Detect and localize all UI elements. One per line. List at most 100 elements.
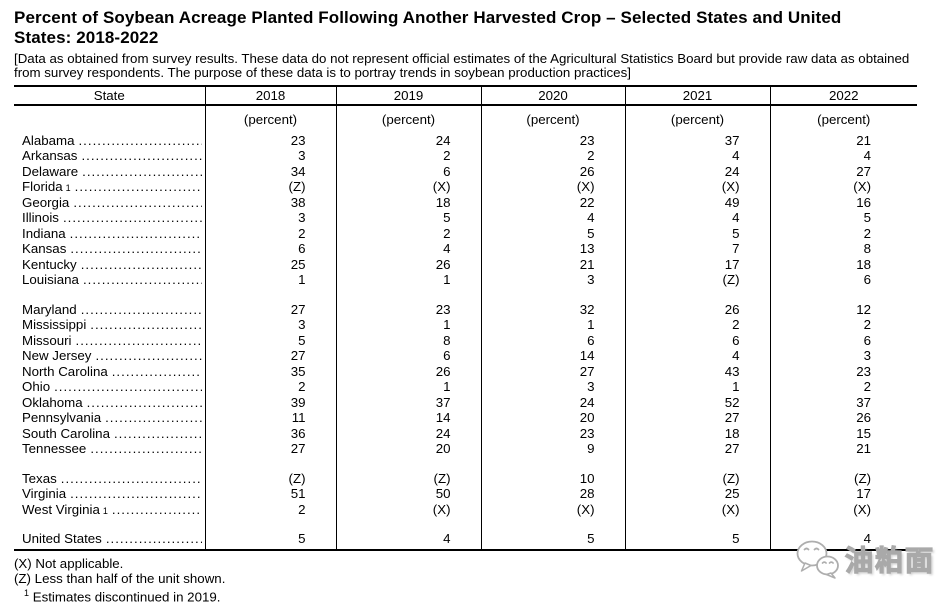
state-name: Louisiana	[22, 272, 79, 288]
value-2022-oklahoma: 37	[856, 394, 871, 410]
value-2019-georgia: 18	[336, 194, 482, 211]
value-2020-south-carolina: 23	[481, 425, 626, 442]
value-2021-pennsylvania: 27	[625, 410, 771, 426]
value-2020-ohio: 3	[481, 379, 626, 395]
state-cell-content: Oklahoma	[14, 395, 205, 411]
value-2021-illinois: 4	[625, 210, 771, 226]
watermark: 油粕面	[795, 539, 935, 579]
value-2018-mississippi: 3	[205, 317, 337, 333]
value-2019-missouri: 8	[336, 332, 482, 349]
spacer-cell	[770, 517, 917, 531]
value-2018-north-carolina: 35	[205, 363, 337, 380]
value-2018-kansas: 6	[205, 241, 337, 257]
value-2021-mississippi: 2	[625, 317, 771, 333]
value-2021-virginia: 25	[625, 486, 771, 502]
column-header-2019: 2019	[336, 85, 482, 106]
footnote: 1 Estimates discontinued in 2019.	[24, 588, 221, 602]
state-cell-content: Indiana	[14, 226, 205, 242]
value-2020-united-states: 5	[481, 531, 626, 550]
state-name: West Virginia	[22, 501, 100, 517]
value-2019-south-carolina: 24	[336, 425, 482, 442]
state-name: Illinois	[22, 210, 59, 226]
value-2021-kansas: 7	[625, 241, 771, 257]
value-2022-kansas: 8	[863, 241, 871, 257]
state-cell: Oklahoma	[14, 394, 206, 411]
state-name: Mississippi	[22, 317, 87, 333]
spacer-cell	[14, 456, 206, 471]
value-2019-louisiana: 1	[336, 272, 482, 288]
state-cell: Maryland	[14, 301, 206, 318]
value-2022-alabama: 21	[856, 132, 871, 148]
value-2021-west-virginia: (X)	[625, 501, 771, 518]
value-2022-arkansas: 4	[863, 148, 871, 164]
dot-leader	[76, 333, 202, 349]
state-cell-content: United States	[14, 531, 205, 547]
value-2019-texas: (Z)	[336, 470, 482, 487]
dot-leader	[112, 502, 202, 518]
state-cell: Florida 1	[14, 179, 206, 195]
column-header-2022: 2022	[770, 85, 917, 106]
spacer-row	[14, 287, 917, 302]
state-name: Pennsylvania	[22, 410, 102, 426]
state-cell: New Jersey	[14, 348, 206, 364]
dot-leader	[75, 179, 202, 195]
dot-leader	[70, 226, 202, 242]
value-2022-south-carolina: 15	[856, 425, 871, 441]
state-name: Indiana	[22, 225, 66, 241]
value-2018-south-carolina: 36	[205, 425, 337, 442]
value-2021-north-carolina: 43	[625, 363, 771, 380]
dot-leader	[63, 210, 202, 226]
value-2021-united-states: 5	[625, 531, 771, 550]
unit-cell-2019: (percent)	[336, 104, 482, 133]
value-2021-florida: (X)	[625, 179, 771, 195]
value-2021-kentucky: 17	[625, 256, 771, 273]
state-cell: Tennessee	[14, 441, 206, 457]
value-2022-mississippi: 2	[863, 317, 871, 333]
value-2022-north-carolina: 23	[856, 363, 871, 379]
state-cell-content: South Carolina	[14, 426, 205, 442]
state-name: Tennessee	[22, 441, 87, 457]
value-2020-kansas: 13	[481, 241, 626, 257]
value-2020-oklahoma: 24	[481, 394, 626, 411]
state-cell-content: Tennessee	[14, 441, 205, 457]
value-2021-ohio: 1	[625, 379, 771, 395]
value-2019-florida: (X)	[336, 179, 482, 195]
state-cell: Kentucky	[14, 256, 206, 273]
value-2019-new-jersey: 6	[336, 348, 482, 364]
value-2019-west-virginia: (X)	[336, 501, 482, 518]
value-2018-louisiana: 1	[205, 272, 337, 288]
state-cell-content: Virginia	[14, 486, 205, 502]
value-2022-missouri: 6	[863, 332, 871, 348]
spacer-cell	[481, 517, 626, 532]
value-2020-maryland: 32	[481, 301, 626, 318]
state-cell: Missouri	[14, 332, 206, 349]
value-2020-virginia: 28	[481, 486, 626, 502]
state-cell-content: Illinois	[14, 210, 205, 226]
state-cell-content: Texas	[14, 471, 205, 487]
value-2018-kentucky: 25	[205, 256, 337, 273]
state-cell: Texas	[14, 470, 206, 487]
spacer-cell	[625, 456, 771, 471]
value-2020-tennessee: 9	[481, 441, 626, 457]
state-name: Kansas	[22, 241, 67, 257]
state-name: Virginia	[22, 486, 67, 502]
value-2020-florida: (X)	[481, 179, 626, 195]
value-2021-missouri: 6	[625, 332, 771, 349]
value-2022-delaware: 27	[856, 163, 871, 179]
value-2021-georgia: 49	[625, 194, 771, 211]
state-name: Maryland	[22, 301, 77, 317]
row-west-virginia: West Virginia12(X)(X)(X)(X)	[14, 501, 917, 518]
row-united-states: United States54554	[14, 531, 917, 550]
value-2018-georgia: 38	[205, 194, 337, 211]
value-2020-louisiana: 3	[481, 272, 626, 288]
value-2020-new-jersey: 14	[481, 348, 626, 364]
wechat-icon	[796, 540, 839, 579]
value-2019-ohio: 1	[336, 379, 482, 395]
footnote: (Z) Less than half of the unit shown.	[14, 570, 226, 586]
value-2020-pennsylvania: 20	[481, 410, 626, 426]
spacer-cell	[625, 517, 771, 532]
